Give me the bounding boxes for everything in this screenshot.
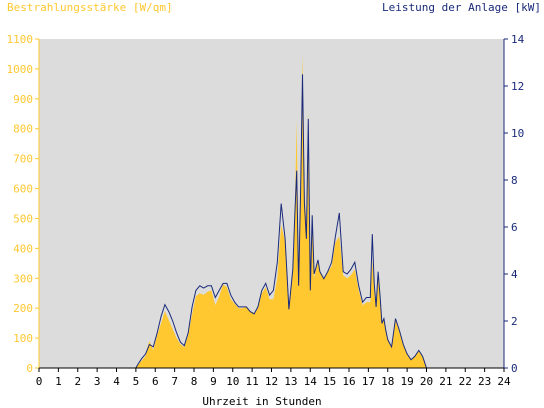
x-axis-ticks: 0 1 2 3 4 5 6 7 8 9 10 11 12 13 14 15 16 17 18 19 20 21 22 23 24 — [36, 368, 511, 388]
x-tick-label: 16 — [342, 375, 355, 388]
x-tick-label: 10 — [226, 375, 239, 388]
series-layer — [39, 54, 504, 369]
x-tick-label: 18 — [381, 375, 394, 388]
x-tick-label: 0 — [36, 375, 43, 388]
x-tick-label: 5 — [133, 375, 140, 388]
left-tick-label: 400 — [13, 242, 33, 255]
x-tick-label: 23 — [478, 375, 491, 388]
x-tick-label: 1 — [55, 375, 62, 388]
x-tick-label: 3 — [94, 375, 101, 388]
title-left: Bestrahlungsstärke [W/qm] — [7, 1, 173, 14]
left-tick-label: 300 — [13, 272, 33, 285]
x-axis-label: Uhrzeit in Stunden — [202, 395, 321, 408]
series-power-line — [39, 74, 504, 369]
left-tick-label: 1000 — [7, 63, 34, 76]
left-tick-label: 600 — [13, 183, 33, 196]
left-tick-label: 500 — [13, 212, 33, 225]
right-tick-label: 6 — [511, 221, 518, 234]
x-tick-label: 13 — [284, 375, 297, 388]
left-axis-ticks: 0 100 200 300 400 500 600 700 800 900 1000 1100 — [7, 33, 39, 375]
x-tick-label: 11 — [246, 375, 259, 388]
right-tick-label: 12 — [511, 80, 524, 93]
right-tick-label: 4 — [511, 268, 518, 281]
x-tick-label: 19 — [401, 375, 414, 388]
x-tick-label: 21 — [439, 375, 452, 388]
x-tick-label: 2 — [74, 375, 81, 388]
x-tick-label: 17 — [362, 375, 375, 388]
left-tick-label: 0 — [26, 362, 33, 375]
x-tick-label: 15 — [323, 375, 336, 388]
left-tick-label: 900 — [13, 93, 33, 106]
x-tick-label: 7 — [171, 375, 178, 388]
left-tick-label: 100 — [13, 332, 33, 345]
right-tick-label: 0 — [511, 362, 518, 375]
right-axis-ticks: 0 2 4 6 8 10 12 14 — [504, 33, 525, 375]
right-tick-label: 2 — [511, 315, 518, 328]
left-tick-label: 700 — [13, 153, 33, 166]
right-tick-label: 8 — [511, 174, 518, 187]
x-tick-label: 6 — [152, 375, 159, 388]
title-right: Leistung der Anlage [kW] — [382, 1, 541, 14]
right-tick-label: 14 — [511, 33, 525, 46]
left-tick-label: 800 — [13, 123, 33, 136]
x-tick-label: 20 — [420, 375, 433, 388]
x-tick-label: 14 — [304, 375, 318, 388]
x-tick-label: 12 — [265, 375, 278, 388]
x-tick-label: 24 — [497, 375, 511, 388]
left-tick-label: 1100 — [7, 33, 34, 46]
x-tick-label: 9 — [210, 375, 217, 388]
x-tick-label: 8 — [191, 375, 198, 388]
right-tick-label: 10 — [511, 127, 524, 140]
x-tick-label: 22 — [459, 375, 472, 388]
series-irradiance-area — [39, 54, 504, 368]
x-tick-label: 4 — [113, 375, 120, 388]
left-tick-label: 200 — [13, 302, 33, 315]
